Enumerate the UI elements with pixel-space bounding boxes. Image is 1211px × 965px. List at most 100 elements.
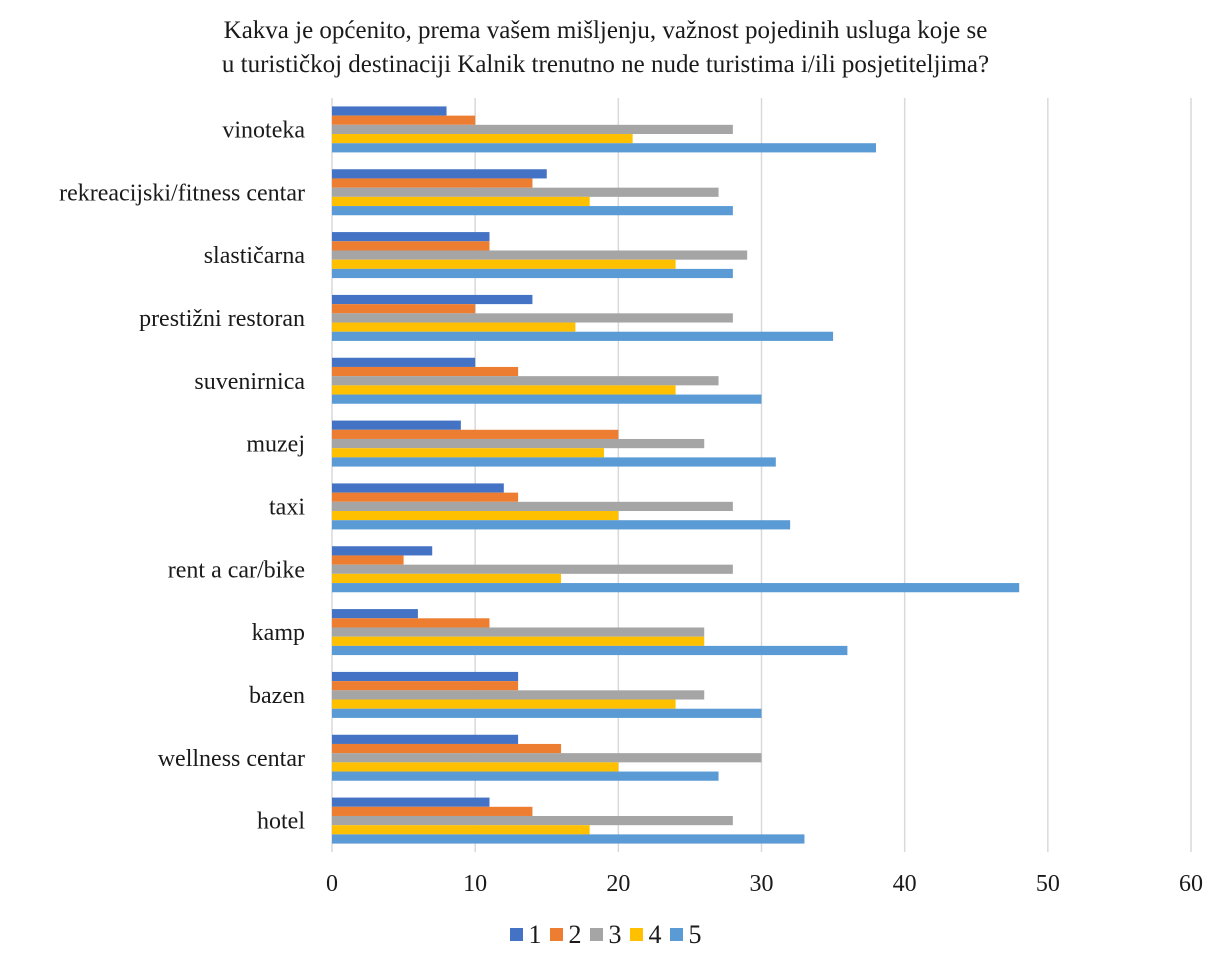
bar-series-4 — [332, 196, 590, 207]
x-tick-label: 30 — [750, 871, 774, 897]
x-tick-label: 0 — [326, 871, 338, 897]
legend-label: 2 — [568, 919, 582, 949]
legend-label: 3 — [608, 919, 622, 949]
bar-series-4 — [332, 636, 705, 646]
legend-swatch — [589, 928, 603, 941]
category-label: rent a car/bike — [168, 557, 305, 583]
bar-series-1 — [332, 797, 490, 807]
bar-series-4 — [332, 511, 619, 521]
bar-series-4 — [332, 134, 633, 144]
category-label: vinoteka — [222, 117, 305, 143]
category-label: hotel — [257, 809, 305, 835]
bar-series-1 — [332, 734, 519, 744]
bar-series-3 — [332, 753, 762, 763]
legend-item-1: 1 — [509, 919, 542, 950]
bar-series-4 — [332, 259, 676, 269]
legend-swatch — [629, 928, 643, 941]
bar-series-2 — [332, 806, 533, 816]
bar-series-1 — [332, 609, 418, 619]
category-labels: vinoteka rekreacijski/fitness centar slast… — [59, 117, 305, 834]
gridlines — [331, 98, 1192, 852]
bar-series-3 — [332, 187, 719, 197]
bar-series-3 — [332, 564, 733, 574]
bar-series-5 — [332, 206, 733, 216]
bar-series-5 — [332, 331, 834, 341]
x-tick-label: 20 — [606, 871, 630, 897]
bar-series-1 — [332, 232, 490, 242]
bar-series-1 — [332, 169, 547, 179]
legend-swatch — [549, 928, 563, 941]
chart-title: Kakva je općenito, prema vašem mišljenju… — [0, 14, 1211, 82]
legend-label: 5 — [688, 919, 702, 949]
bar-series-5 — [332, 645, 848, 656]
legend-swatch — [509, 928, 523, 941]
bar-series-5 — [332, 457, 776, 467]
bar-series-5 — [332, 143, 877, 153]
bar-series-3 — [332, 376, 719, 386]
bar-series-5 — [332, 268, 733, 279]
bar-series-1 — [332, 483, 504, 493]
bar-series-3 — [332, 501, 733, 512]
bar-series-2 — [332, 366, 519, 377]
category-label: kamp — [252, 620, 305, 646]
bar-series-5 — [332, 708, 762, 718]
legend-swatch — [669, 928, 683, 941]
x-axis-ticks: 0 10 20 30 40 50 60 — [326, 871, 1203, 897]
legend-label: 4 — [648, 919, 662, 949]
x-tick-label: 60 — [1179, 871, 1203, 897]
legend-item-3: 3 — [589, 919, 622, 950]
bar-series-3 — [332, 438, 705, 449]
bar-series-4 — [332, 385, 676, 395]
bar-series-1 — [332, 106, 447, 116]
bar-series-3 — [332, 690, 705, 700]
bar-series-5 — [332, 771, 719, 781]
category-label: bazen — [249, 683, 305, 709]
bar-series-2 — [332, 555, 404, 565]
bar-series-4 — [332, 322, 576, 332]
bar-series-4 — [332, 825, 590, 835]
category-label: suvenirnica — [194, 369, 305, 395]
bar-series-2 — [332, 115, 476, 125]
bar-series-2 — [332, 241, 490, 251]
bar-series-1 — [332, 357, 476, 367]
bar-series-4 — [332, 762, 619, 772]
category-label: taxi — [269, 494, 305, 520]
bar-series-5 — [332, 834, 805, 844]
chart-title-line-2: u turističkoj destinaciji Kalnik trenutn… — [221, 51, 990, 78]
bar-series-3 — [332, 815, 733, 826]
bar-series-1 — [332, 671, 519, 682]
bar-series-3 — [332, 627, 705, 637]
category-label: muzej — [246, 432, 305, 458]
bar-series-2 — [332, 304, 476, 314]
bar-series-5 — [332, 394, 762, 404]
bar-series-2 — [332, 492, 519, 502]
bar-series-2 — [332, 429, 619, 439]
category-label: rekreacijski/fitness centar — [59, 180, 305, 206]
legend-item-4: 4 — [629, 919, 662, 950]
bar-series-1 — [332, 420, 461, 430]
bar-series-2 — [332, 743, 562, 754]
bar-series-4 — [332, 448, 605, 458]
legend-item-2: 2 — [549, 919, 582, 950]
bar-series-3 — [332, 124, 733, 135]
legend-label: 1 — [528, 919, 542, 949]
bar-series-2 — [332, 178, 533, 188]
category-label: prestižni restoran — [139, 306, 305, 332]
bar-series-5 — [332, 583, 1020, 593]
category-label: wellness centar — [158, 746, 305, 772]
bar-series-3 — [332, 313, 733, 323]
bar-series-3 — [332, 250, 748, 260]
bar-series-4 — [332, 699, 676, 709]
bar-series-1 — [332, 546, 433, 556]
x-tick-label: 50 — [1036, 871, 1060, 897]
category-label: slastičarna — [204, 243, 306, 269]
x-tick-label: 40 — [893, 871, 917, 897]
legend-item-5: 5 — [669, 919, 702, 950]
chart-title-line-1: Kakva je općenito, prema vašem mišljenju… — [223, 17, 988, 44]
bars — [332, 106, 1020, 844]
x-tick-label: 10 — [463, 871, 487, 897]
bar-series-2 — [332, 681, 519, 691]
bar-series-5 — [332, 520, 791, 530]
